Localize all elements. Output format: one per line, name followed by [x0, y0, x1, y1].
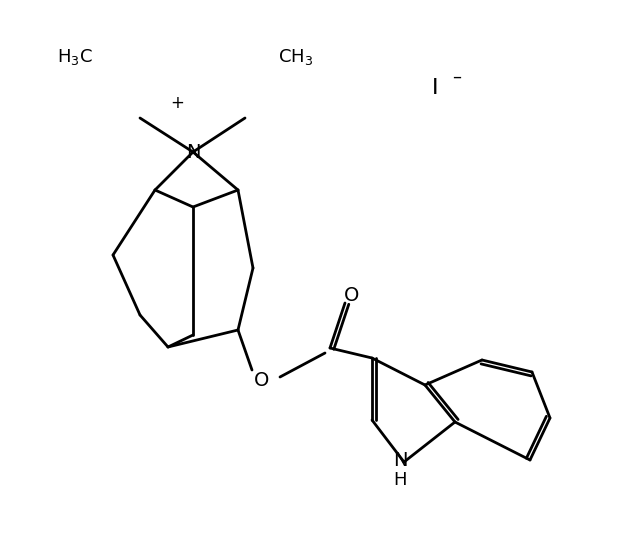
Text: –: – — [452, 68, 461, 86]
Text: O: O — [344, 286, 360, 305]
Text: H: H — [393, 471, 407, 489]
Text: I: I — [432, 78, 438, 98]
Text: H$_3$C: H$_3$C — [57, 47, 93, 67]
Text: +: + — [170, 94, 184, 112]
Text: N: N — [186, 143, 200, 162]
Text: CH$_3$: CH$_3$ — [278, 47, 313, 67]
Text: O: O — [254, 370, 269, 389]
Text: N: N — [393, 451, 407, 470]
